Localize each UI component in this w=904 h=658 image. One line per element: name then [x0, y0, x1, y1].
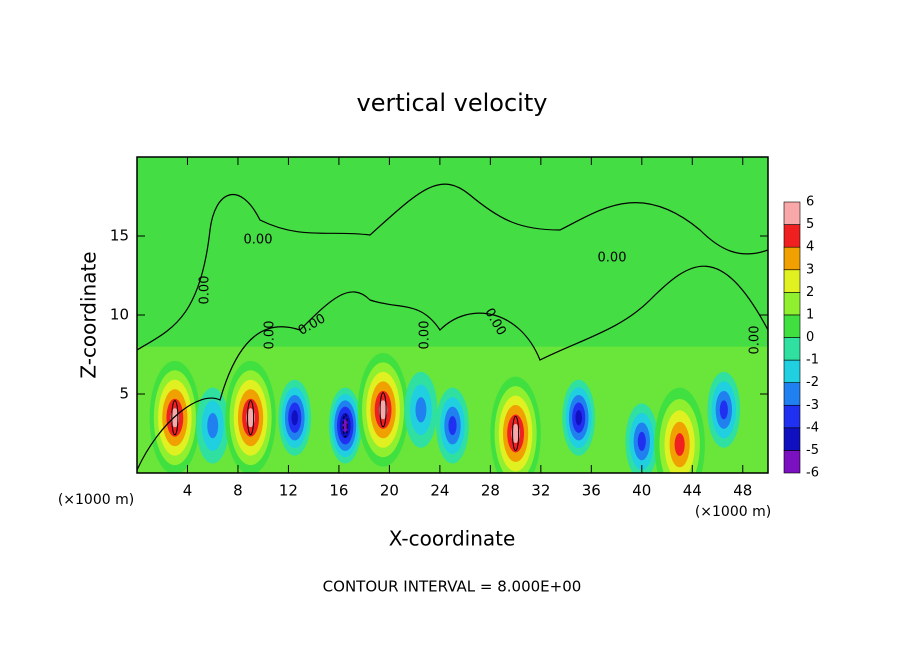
colorbar-cell [783, 404, 801, 429]
colorbar-cell [783, 224, 801, 248]
colorbar-cell [783, 292, 801, 316]
colorbar-cell [783, 382, 801, 406]
velocity-extreme [170, 408, 180, 428]
colorbar-cell [783, 359, 801, 383]
y-axis-label: Z-coordinate [77, 251, 101, 378]
contour-label: 0.00 [244, 233, 273, 248]
chart-title: vertical velocity [357, 89, 548, 117]
x-tick-label: 4 [183, 482, 193, 500]
x-unit: (×1000 m) [695, 504, 771, 520]
velocity-extreme [378, 400, 388, 420]
colorbar-label: 5 [806, 217, 814, 232]
colorbar-cell [783, 337, 801, 361]
x-tick-label: 16 [329, 482, 348, 500]
velocity-extreme [342, 419, 348, 432]
x-tick-label: 28 [481, 482, 500, 500]
zero-contour [137, 183, 768, 351]
colorbar-label: 4 [806, 240, 814, 255]
colorbar-cell [783, 427, 801, 451]
annotation: CONTOUR INTERVAL = 8.000E+00 [323, 578, 582, 596]
velocity-extreme [291, 410, 299, 426]
colorbar-cell [783, 314, 801, 338]
velocity-extreme [207, 412, 219, 439]
x-tick-label: 8 [233, 482, 243, 500]
colorbar-label: 2 [806, 285, 814, 300]
colorbar-label: 6 [806, 195, 814, 210]
velocity-extreme [246, 408, 255, 428]
velocity-extreme [415, 397, 427, 423]
x-tick-label: 24 [430, 482, 449, 500]
velocity-extreme [511, 424, 520, 443]
core [379, 392, 387, 428]
contour-label: 0.00 [263, 321, 278, 350]
velocity-extreme [637, 431, 646, 451]
x-tick-label: 48 [733, 482, 752, 500]
colorbar-label: 1 [806, 307, 814, 322]
contour-label: 0.00 [598, 251, 627, 266]
colorbar-cell [783, 450, 801, 474]
colorbar-cell [783, 246, 801, 271]
x-tick-label: 32 [531, 482, 550, 500]
colorbar-label: -1 [806, 353, 819, 368]
core [512, 415, 520, 452]
contour-label: 0.00 [748, 326, 763, 355]
x-tick-label: 12 [279, 482, 298, 500]
colorbar-cell [783, 269, 801, 293]
x-tick-label: 40 [632, 482, 651, 500]
y-tick-label: 10 [110, 306, 129, 324]
contour-label: 0.00 [418, 321, 433, 350]
zero-contour [137, 265, 768, 471]
colorbar-label: -4 [806, 420, 819, 435]
colorbar-label: 0 [806, 330, 814, 345]
colorbar-cell [783, 201, 801, 225]
colorbar-label: -2 [806, 375, 819, 390]
x-unit: (×1000 m) [58, 492, 134, 508]
velocity-extreme [575, 410, 582, 426]
core [342, 413, 348, 438]
contour-label: 0.00 [198, 276, 213, 305]
colorbar-label: -3 [806, 398, 819, 413]
x-axis-label: X-coordinate [389, 527, 516, 551]
x-tick-label: 20 [380, 482, 399, 500]
core [171, 400, 179, 436]
core [247, 400, 255, 436]
y-tick-label: 15 [110, 227, 129, 245]
x-tick-label: 44 [683, 482, 702, 500]
velocity-extreme [719, 400, 728, 420]
colorbar-label: -6 [806, 466, 819, 481]
velocity-extreme [448, 416, 457, 436]
x-tick-label: 36 [582, 482, 601, 500]
velocity-extreme [674, 433, 685, 456]
field: 0.000.000.00 0.00 0.00 0.000.000.00 [137, 157, 768, 473]
colorbar-label: -5 [806, 443, 819, 458]
colorbar-label: 3 [806, 262, 814, 277]
y-tick-label: 5 [119, 385, 129, 403]
